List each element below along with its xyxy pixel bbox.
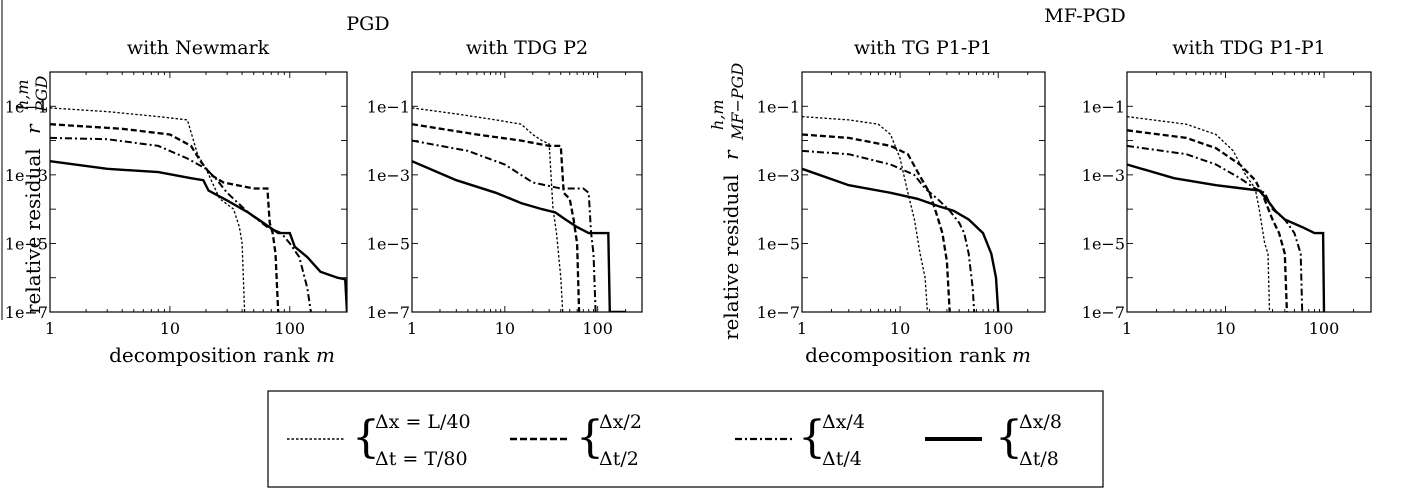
y-tick-label: 1e−7 [5, 303, 48, 322]
y-tick-label: 1e−3 [5, 166, 48, 185]
x-tick-label: 100 [983, 319, 1014, 338]
group-title-pgd: PGD [346, 13, 389, 35]
y-tick-label: 1e−1 [757, 97, 800, 116]
series-line-dashed [50, 123, 280, 312]
legend-entry-4-line-1: Δx/8 [1019, 411, 1062, 433]
axes-frame [801, 71, 1046, 313]
x-tick-label: 100 [1309, 319, 1340, 338]
panel-title: with Newmark [127, 37, 270, 59]
series-line-dashdot [802, 149, 976, 312]
panel-title: with TDG P1-P1 [1172, 37, 1326, 59]
x-tick-label: 100 [275, 319, 306, 338]
series-line-dotted [1127, 115, 1271, 312]
y-tick-label: 1e−5 [5, 234, 48, 253]
x-tick-label: 1 [407, 319, 417, 338]
x-tick-label: 100 [582, 319, 613, 338]
ylabel-mfpgd: relative residual r [719, 149, 743, 340]
ylabel-pgd-sup: h,m [13, 79, 32, 110]
xlabel-pgd-prefix: decomposition rank [109, 343, 310, 367]
y-tick-label: 1e−1 [5, 97, 48, 116]
y-tick-label: 1e−3 [757, 166, 800, 185]
y-tick-label: 1e−3 [367, 166, 410, 185]
x-tick-label: 10 [1215, 319, 1235, 338]
series-line-dashdot [412, 139, 597, 312]
y-tick-label: 1e−3 [1082, 166, 1125, 185]
x-tick-label: 1 [797, 319, 807, 338]
group-title-mfpgd: MF-PGD [1044, 5, 1125, 27]
series-line-solid [50, 160, 347, 312]
ylabel-pgd-symbol: r [21, 123, 45, 134]
panel-title: with TDG P2 [466, 37, 588, 59]
legend-brace-1: { [352, 412, 380, 463]
y-tick-label: 1e−5 [367, 234, 410, 253]
legend-entry-3-line-2: Δt/4 [822, 448, 862, 470]
y-tick-label: 1e−7 [367, 303, 410, 322]
svg-text:relative residual r: relative residual r [719, 149, 743, 340]
axes-frame [411, 71, 643, 313]
xlabel-mfpgd: decomposition rank m [805, 343, 1031, 367]
ylabel-pgd-sub: PGD [32, 75, 51, 113]
x-tick-label: 1 [1122, 319, 1132, 338]
series-line-dotted [412, 107, 564, 312]
series-line-dashdot [1127, 144, 1304, 312]
legend-entry-2-line-1: Δx/2 [599, 411, 642, 433]
legend-brace-3: { [798, 412, 826, 463]
legend-brace-4: { [995, 412, 1023, 463]
xlabel-pgd-symbol: m [316, 343, 335, 367]
series-line-dashed [1127, 129, 1289, 312]
series-line-dashed [412, 123, 581, 312]
xlabel-pgd: decomposition rank m [109, 343, 335, 367]
series-line-dotted [50, 107, 246, 312]
legend: { Δx = L/40 Δt = T/80 { Δx/2 Δt/2 { Δx/4… [267, 390, 1104, 488]
legend-brace-2: { [576, 412, 604, 463]
panel-tdg-p2: with TDG P2 1 10 100 1e−7 1e−5 1e−3 1e−1 [367, 37, 643, 338]
x-tick-label: 10 [160, 319, 180, 338]
series-line-dashdot [50, 136, 312, 312]
series-line-solid [412, 160, 626, 312]
axes-frame [49, 71, 348, 313]
ylabel-pgd: relative residual r [21, 123, 45, 314]
ylabel-mfpgd-sub: MF−PGD [728, 63, 747, 141]
axes-frame [1126, 71, 1372, 313]
ylabel-mfpgd-prefix: relative residual [719, 174, 743, 340]
panel-tg-p1p1: with TG P1-P1 1 10 100 1e−7 1e−5 1e−3 1e−1 [757, 37, 1046, 338]
panel-newmark: with Newmark 1 10 100 1e−7 1e−5 1e−3 1e−1 [5, 37, 348, 338]
x-tick-label: 10 [495, 319, 515, 338]
y-tick-label: 1e−1 [1082, 97, 1125, 116]
y-tick-label: 1e−5 [757, 234, 800, 253]
y-tick-label: 1e−7 [1082, 303, 1125, 322]
series-line-solid [802, 167, 1000, 312]
ylabel-mfpgd-symbol: r [719, 149, 743, 160]
svg-text:relative residual r: relative residual r [21, 123, 45, 314]
y-tick-label: 1e−1 [367, 97, 410, 116]
xlabel-mfpgd-prefix: decomposition rank [805, 343, 1006, 367]
series-line-dashed [802, 133, 951, 312]
panel-tdg-p1p1: with TDG P1-P1 1 10 100 1e−7 1e−5 1e−3 1e−1 [1082, 37, 1372, 338]
series-line-solid [1127, 163, 1326, 312]
x-tick-label: 10 [890, 319, 910, 338]
ylabel-pgd-prefix: relative residual [21, 148, 45, 314]
legend-entry-1-line-1: Δx = L/40 [375, 411, 471, 433]
series-line-dotted [802, 115, 929, 312]
ylabel-mfpgd-sup: h,m [708, 99, 727, 130]
legend-entry-1-line-2: Δt = T/80 [375, 448, 468, 470]
legend-entry-4-line-2: Δt/8 [1019, 448, 1059, 470]
y-tick-label: 1e−7 [757, 303, 800, 322]
legend-entry-2-line-2: Δt/2 [599, 448, 639, 470]
x-tick-label: 1 [45, 319, 55, 338]
legend-entry-3-line-1: Δx/4 [822, 411, 865, 433]
panel-title: with TG P1-P1 [854, 37, 992, 59]
xlabel-mfpgd-symbol: m [1012, 343, 1031, 367]
y-tick-label: 1e−5 [1082, 234, 1125, 253]
